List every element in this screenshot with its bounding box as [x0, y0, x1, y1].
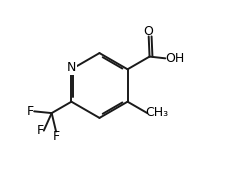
Text: OH: OH [165, 52, 184, 65]
Text: CH₃: CH₃ [145, 106, 168, 119]
Text: F: F [53, 130, 60, 143]
Text: N: N [67, 61, 76, 74]
Text: O: O [143, 25, 153, 38]
Text: F: F [36, 124, 44, 137]
Text: F: F [27, 105, 34, 118]
